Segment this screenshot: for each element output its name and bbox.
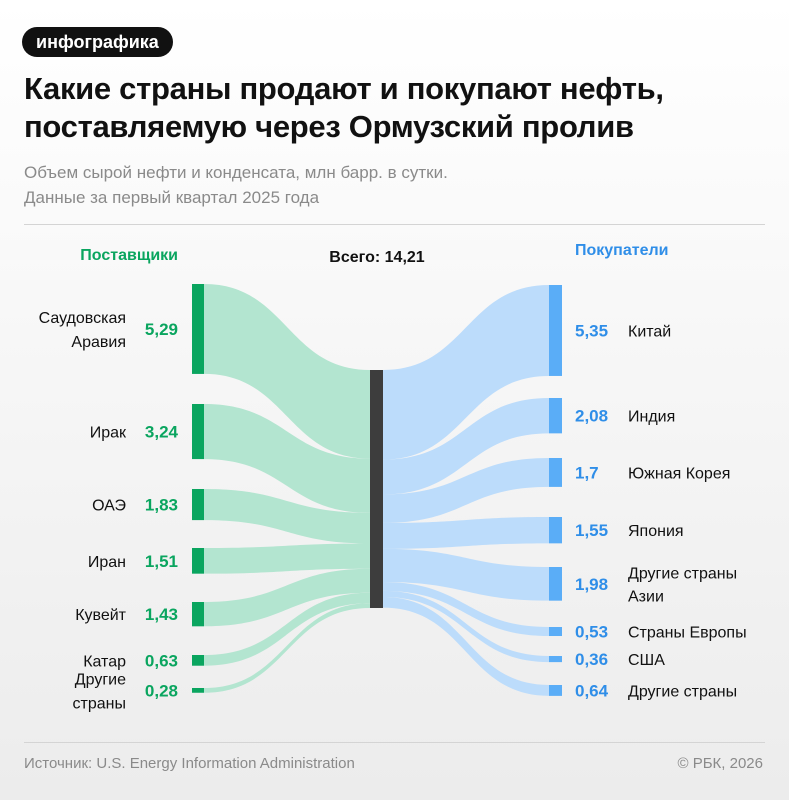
- supplier-bar: [192, 655, 204, 666]
- buyer-bar: [549, 398, 562, 434]
- source-note: Источник: U.S. Energy Information Admini…: [24, 755, 355, 772]
- buyer-name: Страны Европы: [628, 625, 747, 642]
- supplier-bar: [192, 688, 204, 693]
- supplier-flow: [204, 284, 370, 459]
- buyer-flow: [383, 590, 549, 663]
- buyer-value: 1,98: [575, 575, 608, 594]
- supplier-value: 1,51: [145, 552, 178, 571]
- buyer-flow: [383, 548, 549, 601]
- buyer-name: Другие страны: [628, 683, 737, 700]
- buyer-bar: [549, 517, 562, 544]
- supplier-value: 1,43: [145, 605, 178, 624]
- buyer-flow: [383, 517, 549, 549]
- supplier-flow: [204, 603, 370, 693]
- buyers-header: Покупатели: [575, 242, 668, 259]
- supplier-value: 0,28: [145, 681, 178, 700]
- divider: [24, 224, 765, 225]
- supplier-value: 3,24: [145, 423, 179, 442]
- supplier-name: Другие: [75, 671, 126, 688]
- supplier-bar: [192, 548, 204, 574]
- buyer-name: Индия: [628, 409, 675, 426]
- subtitle-line: Данные за первый квартал 2025 года: [24, 188, 320, 207]
- copyright: © РБК, 2026: [677, 755, 763, 772]
- buyer-name: Южная Корея: [628, 465, 730, 482]
- supplier-bar: [192, 404, 204, 460]
- supplier-name: Иран: [88, 554, 126, 571]
- buyer-bar: [549, 627, 562, 637]
- supplier-flow: [204, 489, 370, 544]
- buyer-value: 0,64: [575, 681, 609, 700]
- buyer-value: 5,35: [575, 321, 608, 340]
- buyer-bar: [549, 656, 562, 663]
- buyer-bar: [549, 685, 562, 696]
- supplier-name: Саудовская: [39, 310, 126, 327]
- buyer-value: 2,08: [575, 407, 608, 426]
- buyer-flow: [383, 596, 549, 696]
- total-label: Всего: 14,21: [329, 249, 424, 266]
- supplier-flow: [204, 543, 370, 574]
- supplier-name: Катар: [83, 653, 126, 670]
- buyer-bar: [549, 458, 562, 487]
- buyer-name: Япония: [628, 523, 684, 540]
- buyer-bar: [549, 285, 562, 376]
- supplier-bar: [192, 284, 204, 374]
- supplier-bar: [192, 489, 204, 521]
- supplier-flow: [204, 592, 370, 666]
- divider: [24, 742, 765, 743]
- buyer-name: Другие страны: [628, 565, 737, 582]
- buyer-value: 0,36: [575, 650, 608, 669]
- total-bar: [370, 370, 383, 608]
- subtitle: Объем сырой нефти и конденсата, млн барр…: [24, 160, 448, 210]
- suppliers-header: Поставщики: [80, 247, 178, 264]
- supplier-flow: [204, 404, 370, 513]
- supplier-flow: [204, 568, 370, 627]
- supplier-value: 0,63: [145, 651, 178, 670]
- buyer-value: 0,53: [575, 623, 608, 642]
- supplier-name: страны: [73, 695, 126, 712]
- buyer-flow: [383, 285, 549, 460]
- supplier-name: Ирак: [90, 425, 127, 442]
- supplier-value: 5,29: [145, 320, 178, 339]
- supplier-bar: [192, 602, 204, 627]
- buyer-bar: [549, 567, 562, 601]
- supplier-name: Аравия: [71, 334, 126, 351]
- buyer-flow: [383, 458, 549, 523]
- buyer-flow: [383, 398, 549, 495]
- buyer-name: Китай: [628, 323, 671, 340]
- supplier-name: ОАЭ: [92, 498, 126, 515]
- page-title: Какие страны продают и покупают нефть, п…: [24, 71, 664, 144]
- infographic-badge: инфографика: [22, 27, 173, 57]
- buyer-value: 1,7: [575, 463, 599, 482]
- subtitle-line: Объем сырой нефти и конденсата, млн барр…: [24, 163, 448, 182]
- supplier-name: Кувейт: [75, 607, 126, 624]
- buyer-name: США: [628, 652, 665, 669]
- buyer-value: 1,55: [575, 521, 608, 540]
- buyer-flow: [383, 582, 549, 637]
- supplier-value: 1,83: [145, 496, 178, 515]
- buyer-name: Азии: [628, 588, 664, 605]
